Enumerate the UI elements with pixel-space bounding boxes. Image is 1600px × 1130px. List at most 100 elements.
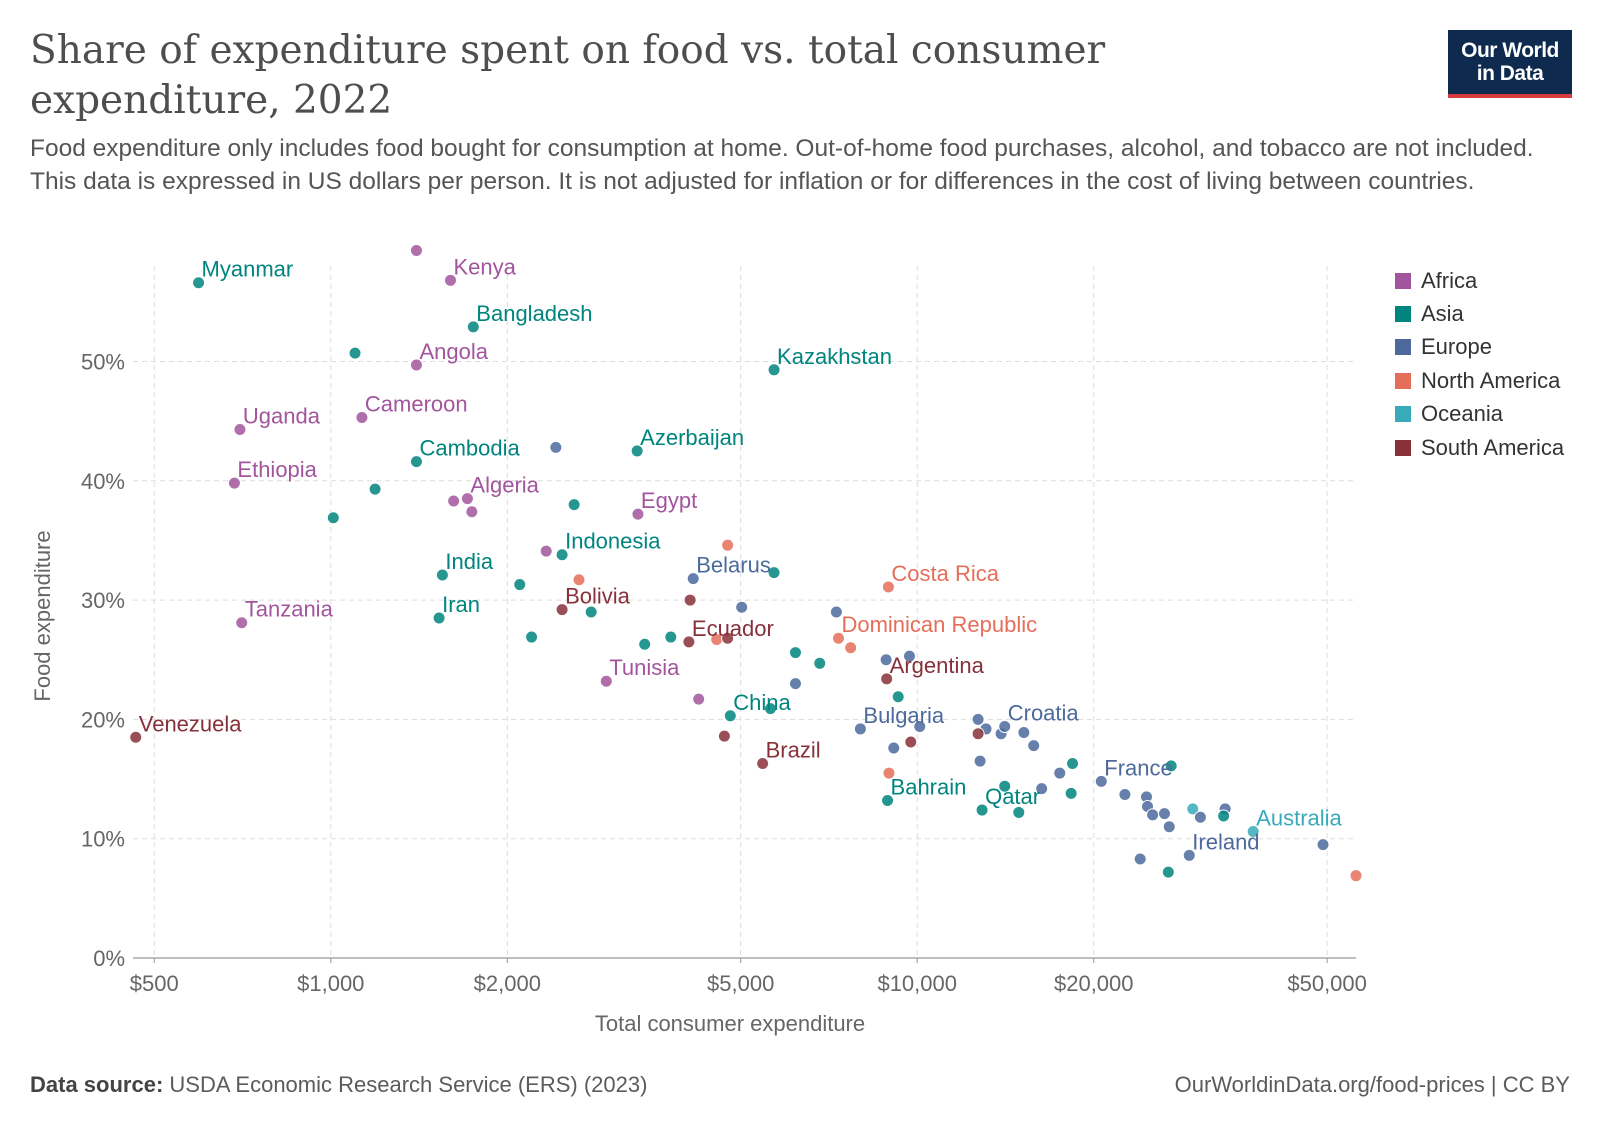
data-point[interactable] (1064, 786, 1078, 800)
data-point[interactable] (1193, 810, 1207, 824)
data-point[interactable] (1349, 869, 1363, 883)
legend-item[interactable]: North America (1395, 364, 1564, 397)
data-point[interactable] (682, 635, 696, 649)
data-point[interactable] (788, 677, 802, 691)
data-point[interactable] (1186, 802, 1200, 816)
data-point[interactable] (1246, 825, 1260, 839)
data-point[interactable] (233, 422, 247, 436)
data-point[interactable] (355, 411, 369, 425)
data-point[interactable] (881, 580, 895, 594)
data-point[interactable] (1053, 766, 1067, 780)
data-point[interactable] (513, 578, 527, 592)
data-point[interactable] (631, 507, 645, 521)
data-point[interactable] (1066, 757, 1080, 771)
data-point[interactable] (1012, 805, 1026, 819)
data-point[interactable] (1161, 865, 1175, 879)
legend-item[interactable]: Asia (1395, 297, 1564, 330)
data-point[interactable] (326, 511, 340, 525)
data-point[interactable] (721, 631, 735, 645)
data-point[interactable] (902, 649, 916, 663)
data-point[interactable] (409, 243, 423, 257)
data-point[interactable] (539, 544, 553, 558)
legend-item[interactable]: Oceania (1395, 398, 1564, 431)
data-point[interactable] (683, 593, 697, 607)
data-point[interactable] (432, 611, 446, 625)
data-point[interactable] (465, 505, 479, 519)
data-point[interactable] (1094, 774, 1108, 788)
data-point[interactable] (1316, 838, 1330, 852)
data-point[interactable] (1217, 809, 1231, 823)
data-point[interactable] (599, 674, 613, 688)
data-point[interactable] (555, 603, 569, 617)
data-point[interactable] (555, 548, 569, 562)
data-point[interactable] (630, 444, 644, 458)
data-point[interactable] (227, 476, 241, 490)
data-point[interactable] (723, 709, 737, 723)
data-point[interactable] (973, 754, 987, 768)
data-point[interactable] (235, 616, 249, 630)
data-point[interactable] (1118, 788, 1132, 802)
data-point[interactable] (460, 492, 474, 506)
data-point[interactable] (998, 720, 1012, 734)
data-point[interactable] (735, 600, 749, 614)
data-point[interactable] (971, 727, 985, 741)
legend-item[interactable]: Europe (1395, 331, 1564, 364)
data-point[interactable] (1164, 759, 1178, 773)
data-point[interactable] (368, 482, 382, 496)
data-point[interactable] (721, 538, 735, 552)
data-point[interactable] (409, 358, 423, 372)
data-point[interactable] (813, 656, 827, 670)
data-point[interactable] (881, 794, 895, 808)
data-point[interactable] (686, 572, 700, 586)
data-point[interactable] (1157, 807, 1171, 821)
data-point[interactable] (1027, 739, 1041, 753)
data-point[interactable] (853, 722, 867, 736)
data-point[interactable] (998, 779, 1012, 793)
footer-credit[interactable]: OurWorldinData.org/food-prices | CC BY (1174, 1072, 1570, 1097)
data-point[interactable] (887, 741, 901, 755)
data-point[interactable] (844, 641, 858, 655)
data-point[interactable] (904, 735, 918, 749)
data-point[interactable] (1146, 808, 1160, 822)
data-point[interactable] (717, 729, 731, 743)
data-point[interactable] (879, 653, 893, 667)
data-point[interactable] (572, 573, 586, 587)
data-point[interactable] (1182, 848, 1196, 862)
data-point[interactable] (692, 692, 706, 706)
data-point[interactable] (763, 702, 777, 716)
data-point[interactable] (971, 712, 985, 726)
data-point[interactable] (1035, 782, 1049, 796)
data-point[interactable] (831, 631, 845, 645)
data-point[interactable] (788, 646, 802, 660)
data-point[interactable] (584, 605, 598, 619)
data-point[interactable] (880, 672, 894, 686)
data-point[interactable] (767, 363, 781, 377)
legend-item[interactable]: Africa (1395, 264, 1564, 297)
data-point[interactable] (891, 690, 905, 704)
data-point[interactable] (1017, 726, 1031, 740)
data-point[interactable] (567, 498, 581, 512)
owid-logo[interactable]: Our World in Data (1448, 30, 1572, 98)
data-point[interactable] (525, 630, 539, 644)
data-point[interactable] (348, 346, 362, 360)
data-point[interactable] (192, 276, 206, 290)
data-point[interactable] (1133, 852, 1147, 866)
data-point[interactable] (913, 720, 927, 734)
data-point[interactable] (435, 568, 449, 582)
data-point[interactable] (443, 273, 457, 287)
data-point[interactable] (882, 766, 896, 780)
data-point[interactable] (975, 803, 989, 817)
data-point[interactable] (829, 605, 843, 619)
data-point[interactable] (409, 455, 423, 469)
data-point[interactable] (664, 630, 678, 644)
data-point[interactable] (466, 320, 480, 334)
data-point[interactable] (1162, 820, 1176, 834)
data-point[interactable] (447, 494, 461, 508)
data-point[interactable] (129, 730, 143, 744)
data-point[interactable] (549, 440, 563, 454)
data-point[interactable] (756, 757, 770, 771)
legend-item[interactable]: South America (1395, 431, 1564, 464)
data-point[interactable] (638, 637, 652, 651)
data-point[interactable] (767, 566, 781, 580)
data-points (129, 243, 1363, 883)
